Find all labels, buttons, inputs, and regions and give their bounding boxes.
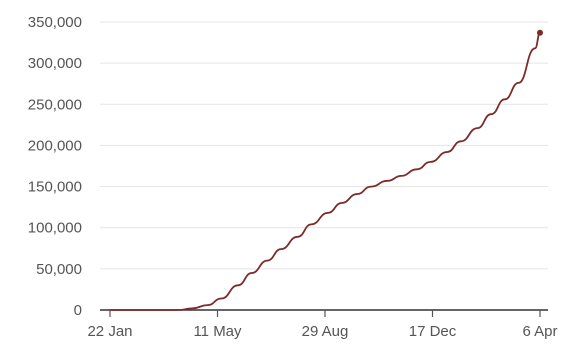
data-series [109, 29, 543, 311]
tick-labels: 0 50,000 100,000 150,000 200,000 250,000 300,0… [28, 14, 558, 340]
y-tick-label: 250,000 [28, 96, 82, 113]
y-tick-label: 300,000 [28, 55, 82, 72]
grid-lines [100, 21, 548, 270]
x-tick-label: 11 May [193, 323, 242, 340]
y-tick-label: 0 [74, 302, 82, 319]
y-tick-label: 150,000 [28, 179, 82, 196]
x-tick-label: 17 Dec [409, 323, 457, 340]
series-line [109, 31, 541, 311]
x-tick-label: 29 Aug [302, 323, 349, 340]
x-axis [100, 309, 548, 317]
x-tick-label: 22 Jan [87, 323, 132, 340]
y-tick-label: 100,000 [28, 220, 82, 237]
latest-value-point [537, 29, 543, 36]
y-tick-label: 350,000 [28, 14, 82, 31]
x-tick-label: 6 Apr [522, 323, 557, 340]
y-tick-label: 200,000 [28, 137, 82, 154]
y-tick-label: 50,000 [36, 261, 82, 278]
